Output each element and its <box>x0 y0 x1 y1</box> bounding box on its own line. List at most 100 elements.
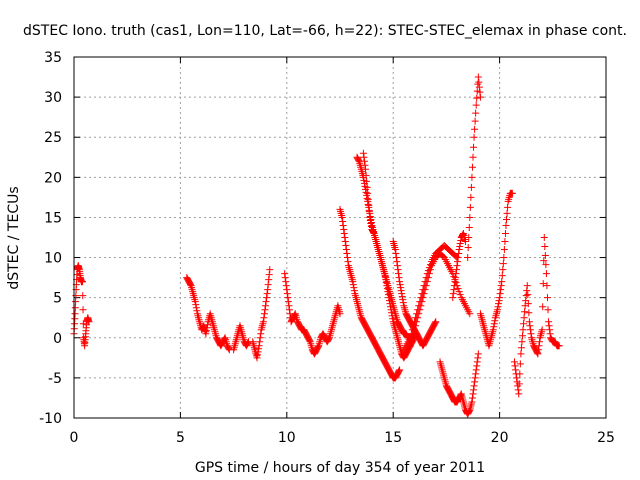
data-point <box>543 282 551 290</box>
data-point <box>255 342 263 350</box>
data-point <box>417 302 425 310</box>
data-point <box>85 318 93 326</box>
data-point <box>392 250 400 258</box>
data-point <box>398 293 406 301</box>
data-point <box>255 345 263 353</box>
data-point <box>471 374 479 382</box>
data-point <box>490 323 498 331</box>
data-point <box>527 330 535 338</box>
data-point <box>382 276 390 284</box>
data-point <box>455 246 463 254</box>
data-point <box>395 367 403 375</box>
data-point <box>283 286 291 294</box>
data-point <box>515 380 523 388</box>
data-point <box>456 291 464 299</box>
data-point <box>391 246 399 254</box>
data-point <box>367 222 375 230</box>
data-point <box>517 344 525 352</box>
y-tick-label: 20 <box>44 170 62 186</box>
data-point <box>535 342 543 350</box>
data-point <box>493 306 501 314</box>
data-point <box>341 238 349 246</box>
data-point <box>521 308 529 316</box>
data-point <box>526 326 534 334</box>
data-point <box>385 294 393 302</box>
data-point <box>79 292 87 300</box>
data-point <box>450 286 458 294</box>
data-point <box>540 257 548 265</box>
data-point <box>381 270 389 278</box>
data-point <box>254 351 262 359</box>
data-point <box>355 156 363 164</box>
data-point <box>283 290 291 298</box>
data-point <box>450 282 458 290</box>
data-point <box>418 298 426 306</box>
data-point <box>495 297 503 305</box>
data-point <box>542 261 550 269</box>
x-tick-label: 10 <box>278 430 296 446</box>
data-point <box>512 366 520 374</box>
data-point <box>465 234 473 241</box>
data-point <box>470 386 478 394</box>
data-point <box>336 310 344 318</box>
data-point <box>539 303 547 311</box>
data-point <box>381 273 389 281</box>
data-point <box>525 309 533 317</box>
data-point <box>545 318 553 326</box>
data-point <box>253 354 261 362</box>
data-point <box>408 334 416 342</box>
data-point <box>392 254 400 262</box>
data-point <box>412 322 420 330</box>
data-point <box>388 309 396 317</box>
plot-frame <box>73 56 607 419</box>
data-point <box>393 262 401 270</box>
data-point <box>204 321 212 329</box>
data-point <box>459 230 467 238</box>
data-point <box>72 298 80 306</box>
data-point <box>426 266 434 274</box>
data-point <box>449 294 457 302</box>
grid <box>74 57 606 418</box>
y-tick-label: 10 <box>44 251 62 267</box>
data-point <box>397 287 405 295</box>
data-point <box>498 278 506 286</box>
data-point <box>385 297 393 305</box>
data-point <box>501 238 509 246</box>
data-point <box>389 315 397 323</box>
data-point <box>526 322 534 330</box>
data-point <box>534 350 542 358</box>
y-tick-label: -5 <box>48 371 62 387</box>
data-point <box>422 282 430 290</box>
data-point <box>202 330 210 338</box>
data-point <box>474 354 482 362</box>
data-point <box>285 306 293 314</box>
data-point <box>281 270 289 278</box>
data-point <box>468 398 476 406</box>
data-point <box>538 326 546 334</box>
data-point <box>285 302 293 310</box>
data-point <box>541 252 549 260</box>
data-point <box>472 101 480 109</box>
data-point <box>499 266 507 274</box>
data-point <box>71 310 79 318</box>
data-point <box>349 281 357 289</box>
data-point <box>519 326 527 334</box>
data-point <box>453 266 461 274</box>
data-point <box>260 310 268 318</box>
data-point <box>384 288 392 296</box>
data-point <box>523 282 531 290</box>
data-point <box>465 407 473 415</box>
data-point <box>361 161 369 169</box>
data-point <box>395 274 403 282</box>
data-point <box>340 225 348 233</box>
data-point <box>282 278 290 286</box>
data-point <box>343 250 351 258</box>
data-point <box>362 171 370 179</box>
data-point <box>388 312 396 320</box>
data-point <box>396 366 404 374</box>
data-point <box>546 326 554 334</box>
data-point <box>421 286 429 294</box>
data-point <box>386 300 394 308</box>
data-point <box>193 307 201 315</box>
data-point <box>525 318 533 326</box>
